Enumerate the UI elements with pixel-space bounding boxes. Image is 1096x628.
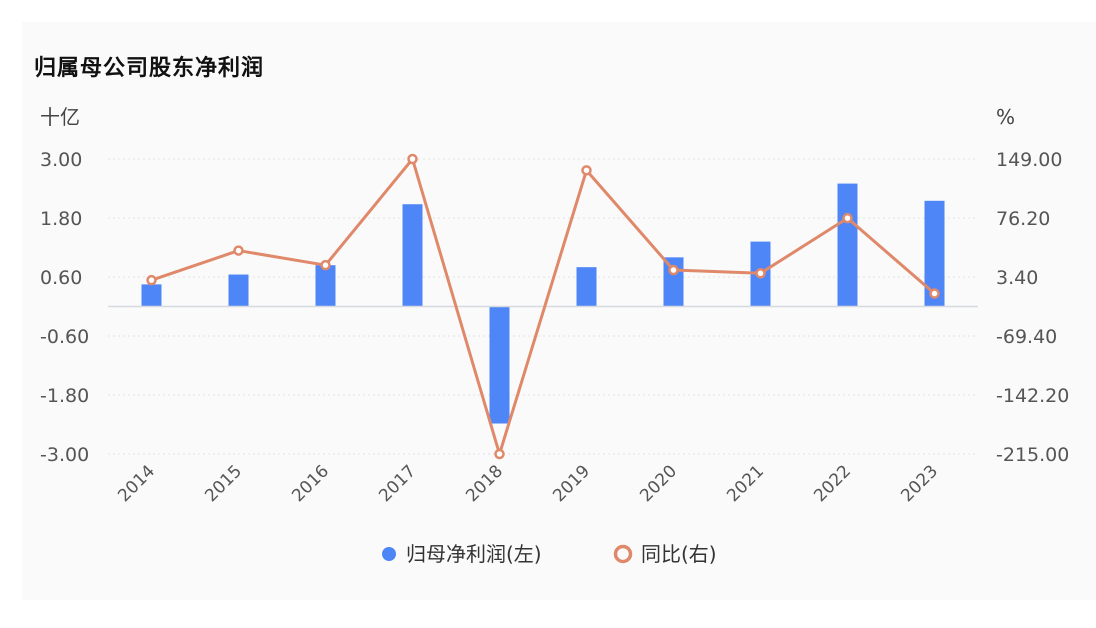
- legend-line-label[interactable]: 同比(右): [641, 542, 717, 566]
- bar-2015[interactable]: [228, 274, 249, 307]
- right-tick-label: 149.00: [996, 149, 1062, 171]
- left-tick-label: -1.80: [40, 385, 89, 407]
- x-tick-label: 2021: [723, 461, 768, 506]
- right-axis-ticks: 149.00 76.20 3.40 -69.40 -142.20 -215.00: [996, 149, 1069, 466]
- point-2023[interactable]: [929, 288, 940, 299]
- legend-bar-label[interactable]: 归母净利润(左): [406, 542, 542, 566]
- legend: 归母净利润(左) 同比(右): [382, 542, 717, 566]
- x-tick-label: 2019: [549, 461, 594, 506]
- bar-2017[interactable]: [402, 204, 423, 307]
- point-2019[interactable]: [581, 165, 592, 176]
- legend-bar-marker[interactable]: [382, 547, 396, 561]
- bar-2014[interactable]: [141, 284, 162, 307]
- right-tick-label: -215.00: [996, 444, 1069, 466]
- x-tick-label: 2016: [288, 461, 333, 506]
- right-tick-label: 3.40: [996, 267, 1038, 289]
- x-tick-label: 2015: [201, 461, 246, 506]
- left-tick-label: -0.60: [40, 326, 89, 348]
- point-2018[interactable]: [494, 448, 505, 460]
- point-2017[interactable]: [407, 153, 418, 165]
- x-tick-label: 2018: [462, 461, 507, 506]
- right-tick-label: 76.20: [996, 208, 1050, 230]
- x-tick-label: 2022: [810, 461, 855, 506]
- bar-2023[interactable]: [924, 200, 945, 307]
- x-tick-label: 2017: [375, 461, 420, 506]
- bar-2016[interactable]: [315, 265, 336, 307]
- chart-card: 归属母公司股东净利润: [22, 22, 1096, 600]
- gridlines: [108, 158, 978, 455]
- bar-2020[interactable]: [663, 257, 684, 307]
- yoy-points: [146, 153, 940, 460]
- right-tick-label: -142.20: [996, 385, 1069, 407]
- x-tick-label: 2023: [897, 461, 942, 506]
- bar-2019[interactable]: [576, 267, 597, 307]
- bar-2018[interactable]: [489, 306, 510, 424]
- left-tick-label: 1.80: [40, 208, 82, 230]
- point-2021[interactable]: [755, 268, 766, 279]
- left-tick-label: 3.00: [40, 149, 82, 171]
- x-tick-label: 2014: [114, 461, 159, 506]
- point-2016[interactable]: [320, 259, 331, 271]
- legend-line-marker[interactable]: [613, 544, 633, 564]
- right-axis-unit: %: [996, 105, 1015, 129]
- left-axis-unit: 十亿: [40, 105, 80, 129]
- left-axis-ticks: 3.00 1.80 0.60 -0.60 -1.80 -3.00: [40, 149, 89, 466]
- yoy-line: [151, 157, 936, 456]
- point-2022[interactable]: [842, 212, 853, 224]
- right-tick-label: -69.40: [996, 326, 1057, 348]
- chart-title: 归属母公司股东净利润: [34, 56, 265, 81]
- bar-series: [141, 183, 945, 424]
- left-tick-label: -3.00: [40, 444, 89, 466]
- left-tick-label: 0.60: [40, 267, 82, 289]
- point-2014[interactable]: [146, 274, 157, 286]
- bar-2022[interactable]: [837, 183, 858, 307]
- point-2015[interactable]: [233, 245, 244, 256]
- x-axis-ticks: 2014 2015 2016 2017 2018 2019 2020 2021 2022 2023: [114, 461, 942, 506]
- point-2020[interactable]: [668, 264, 679, 276]
- x-tick-label: 2020: [636, 461, 681, 506]
